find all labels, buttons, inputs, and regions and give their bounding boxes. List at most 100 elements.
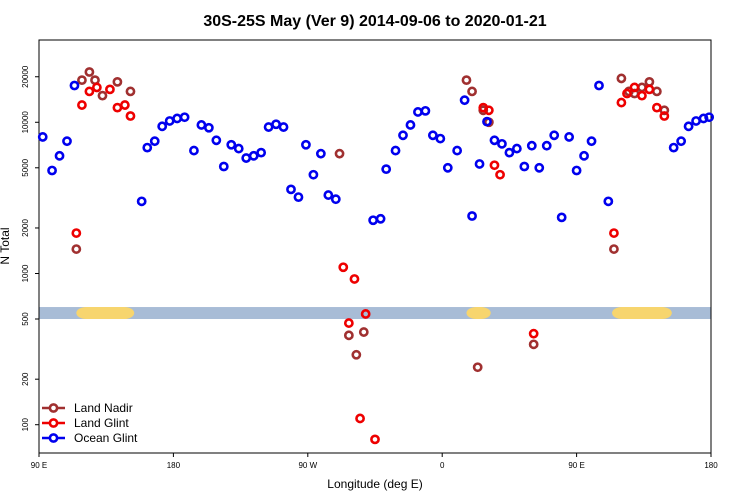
legend-marker — [48, 418, 59, 428]
data-point — [472, 362, 483, 373]
data-point — [676, 136, 687, 147]
data-point — [609, 228, 619, 238]
data-point — [564, 132, 575, 142]
data-point — [489, 160, 500, 171]
data-point — [351, 349, 362, 360]
data-point — [105, 84, 115, 95]
data-point — [164, 116, 175, 126]
data-point — [211, 135, 222, 146]
data-point — [71, 228, 82, 238]
data-point — [467, 86, 477, 97]
data-point — [149, 136, 160, 147]
data-point — [226, 139, 237, 150]
data-point — [233, 143, 244, 154]
data-point — [54, 150, 65, 161]
data-points — [37, 67, 715, 445]
data-point — [579, 150, 589, 161]
data-point — [683, 121, 694, 132]
y-axis-label: N Total — [0, 227, 12, 264]
data-point — [355, 413, 365, 424]
y-tick-label: 500 — [21, 312, 30, 326]
data-point — [420, 105, 431, 116]
x-axis-label: Longitude (deg E) — [327, 477, 422, 491]
y-tick-label: 5000 — [21, 158, 30, 176]
data-point — [77, 100, 87, 110]
data-point — [390, 145, 401, 156]
data-point — [651, 102, 662, 113]
data-point — [691, 116, 701, 126]
x-tick-label: 180 — [167, 461, 181, 470]
y-tick-label: 20000 — [21, 65, 30, 88]
data-point — [77, 75, 87, 86]
data-point — [668, 142, 679, 153]
series-land-glint — [71, 82, 670, 445]
data-point — [519, 161, 530, 172]
data-point — [637, 82, 647, 93]
data-point — [189, 145, 199, 156]
legend-label: Land Nadir — [74, 401, 133, 415]
data-point — [84, 67, 95, 77]
data-point — [651, 86, 662, 97]
data-point — [293, 192, 304, 203]
data-point — [594, 80, 604, 91]
data-point — [218, 161, 229, 172]
legend-item: Ocean Glint — [42, 431, 138, 445]
y-tick-label: 2000 — [21, 219, 30, 237]
data-point — [196, 120, 207, 130]
data-point — [459, 95, 470, 106]
data-point — [343, 330, 354, 341]
data-point — [69, 80, 80, 91]
data-point — [142, 142, 153, 153]
data-point — [528, 328, 539, 339]
legend-item: Land Glint — [42, 416, 129, 430]
data-point — [286, 184, 296, 195]
data-point — [452, 145, 463, 156]
data-point — [398, 130, 408, 141]
data-point — [405, 120, 416, 130]
data-point — [172, 113, 183, 124]
data-point — [308, 169, 319, 180]
x-tick-label: 180 — [704, 461, 718, 470]
data-point — [644, 84, 655, 95]
data-point — [698, 113, 709, 124]
data-point — [112, 76, 123, 87]
data-point — [483, 105, 494, 116]
data-point — [157, 121, 168, 132]
legend-marker — [48, 433, 59, 443]
land-segment — [612, 307, 672, 320]
data-point — [97, 90, 108, 101]
data-point — [84, 86, 95, 97]
data-point — [47, 165, 57, 176]
land-segment — [466, 307, 491, 320]
data-point — [375, 213, 386, 224]
series-ocean-glint — [37, 80, 715, 226]
ocean-band — [39, 307, 711, 320]
data-point — [119, 100, 130, 110]
legend-marker — [48, 403, 59, 413]
data-point — [203, 122, 214, 133]
legend-item: Land Nadir — [42, 401, 133, 415]
x-tick-label: 90 E — [31, 461, 47, 470]
data-point — [136, 196, 147, 207]
data-point — [62, 136, 72, 147]
legend-label: Ocean Glint — [74, 431, 138, 445]
data-point — [489, 135, 500, 146]
data-point — [435, 133, 446, 144]
y-tick-label: 100 — [21, 417, 30, 431]
chart-title: 30S-25S May (Ver 9) 2014-09-06 to 2020-0… — [203, 13, 546, 30]
data-point — [427, 130, 438, 141]
data-point — [413, 107, 423, 117]
y-tick-label: 1000 — [21, 264, 30, 282]
data-point — [343, 318, 354, 328]
data-point — [315, 148, 326, 159]
data-point — [644, 76, 655, 87]
data-point — [461, 75, 472, 86]
data-point — [442, 162, 453, 173]
data-point — [323, 190, 334, 200]
axis-ticks: 90 E 180 90 W 0 90 E 180 100 200 500 1000 2000 5000… — [21, 65, 718, 470]
data-point — [556, 212, 567, 223]
band-layer — [39, 307, 711, 320]
data-point — [125, 86, 136, 97]
y-tick-label: 10000 — [21, 111, 30, 134]
